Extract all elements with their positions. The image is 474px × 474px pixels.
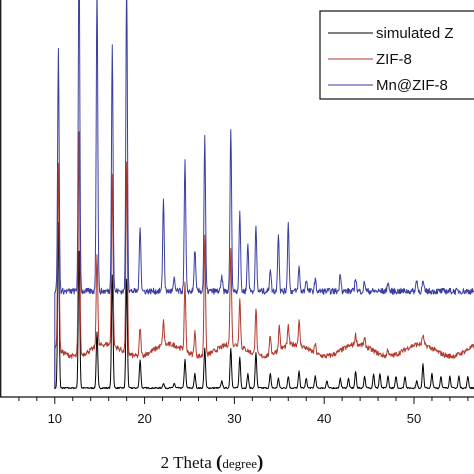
- svg-text:2 Theta (degree): 2 Theta (degree): [161, 452, 264, 473]
- series-line-mn-zif-8: [54, 0, 474, 388]
- x-axis-title-unit: degree: [222, 456, 257, 471]
- x-tick-label: 30: [227, 411, 241, 426]
- series-line-zif-8: [54, 131, 474, 388]
- x-tick-label: 20: [137, 411, 151, 426]
- x-axis-title-paren-close: ): [257, 452, 263, 473]
- x-tick-label: 40: [317, 411, 331, 426]
- x-axis-title: 2 Theta (degree): [161, 452, 264, 473]
- legend-box: [319, 10, 474, 100]
- legend-label: Mn@ZIF-8: [376, 77, 448, 94]
- legend-label: ZIF-8: [376, 51, 412, 68]
- series-layer: [54, 0, 474, 390]
- x-ticks: 10 20 30 40 50: [18, 397, 469, 426]
- x-tick-label: 50: [407, 411, 421, 426]
- axes: 10 20 30 40 50: [0, 0, 474, 426]
- legend: simulated Z ZIF-8 Mn@ZIF-8: [319, 10, 474, 100]
- series-line-simulated-z: [54, 221, 474, 390]
- legend-label: simulated Z: [376, 25, 454, 42]
- x-axis-title-main: 2 Theta: [161, 453, 213, 472]
- x-axis-title-paren-open: (: [216, 452, 222, 473]
- x-tick-label: 10: [48, 411, 62, 426]
